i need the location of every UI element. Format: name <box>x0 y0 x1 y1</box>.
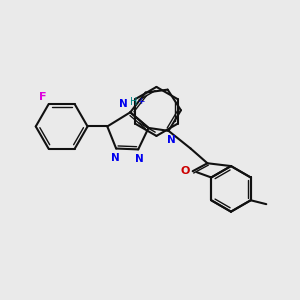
Text: N: N <box>118 99 127 110</box>
Text: +: + <box>137 97 144 106</box>
Text: F: F <box>39 92 46 102</box>
Text: N: N <box>111 153 119 163</box>
Text: O: O <box>181 166 190 176</box>
Text: N: N <box>167 135 175 145</box>
Text: N: N <box>135 154 144 164</box>
Text: H: H <box>130 97 138 107</box>
